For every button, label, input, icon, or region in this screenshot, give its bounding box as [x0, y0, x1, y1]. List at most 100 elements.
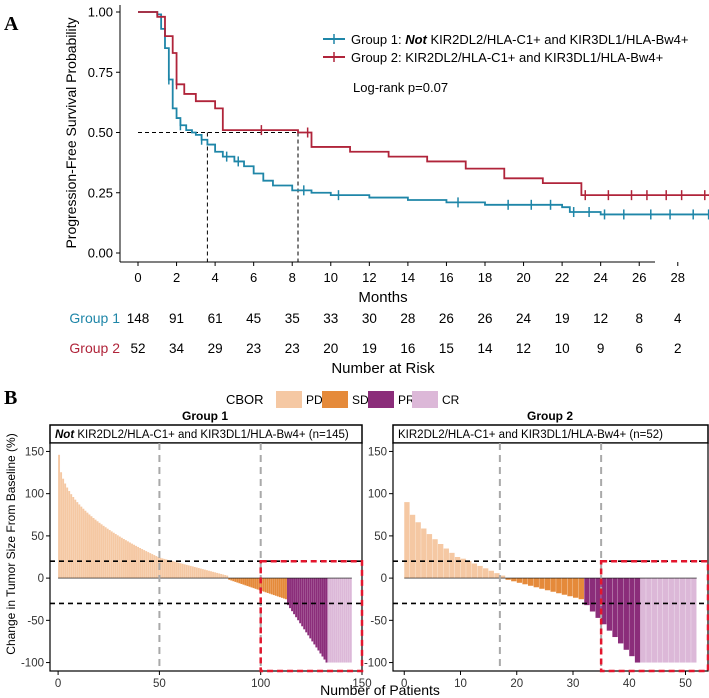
waterfall-bar: [601, 578, 607, 625]
waterfall-bar: [264, 578, 267, 593]
risk-value-group-2: 19: [362, 341, 377, 356]
panel-a-label: A: [4, 13, 19, 35]
waterfall-bar: [252, 578, 255, 589]
waterfall-bar: [612, 578, 618, 638]
waterfall-bar: [98, 522, 101, 579]
risk-value-group-2: 23: [285, 341, 300, 356]
waterfall-bar: [96, 521, 99, 579]
risk-value-group-1: 12: [593, 311, 608, 326]
waterfall-bar: [432, 539, 438, 579]
waterfall-bar: [443, 548, 449, 579]
risk-value-group-2: 52: [130, 341, 145, 356]
waterfall-bar: [511, 578, 517, 582]
risk-value-group-1: 26: [439, 311, 454, 326]
risk-value-group-1: 35: [285, 311, 300, 326]
waterfall-bar: [92, 517, 95, 579]
risk-table-title: Number at Risk: [331, 360, 435, 377]
risk-value-group-2: 6: [635, 341, 643, 356]
waterfall-bar: [58, 454, 61, 579]
waterfall-bar: [82, 508, 85, 579]
waterfall-bar: [60, 472, 63, 579]
waterfall-bar: [220, 573, 223, 579]
waterfall-bar: [114, 534, 117, 579]
waterfall-bar: [137, 546, 140, 579]
waterfall-bar: [90, 516, 93, 579]
waterfall-bar: [528, 578, 534, 586]
waterfall-bar: [341, 578, 344, 663]
km-y-tick-label: 0.75: [88, 65, 113, 80]
waterfall-bar: [640, 578, 646, 663]
waterfall-bar: [120, 537, 123, 579]
waterfall-bar: [94, 519, 97, 579]
waterfall-bar: [100, 524, 103, 579]
waterfall-bar: [250, 578, 253, 588]
waterfall-bar: [173, 561, 176, 579]
risk-value-group-1: 26: [477, 311, 492, 326]
waterfall-bar: [68, 491, 71, 579]
waterfall-bar: [629, 578, 635, 657]
waterfall-bar: [124, 540, 127, 579]
waterfall-legend-title: CBOR: [226, 392, 264, 407]
waterfall-bar: [141, 549, 144, 579]
waterfall-bar: [494, 573, 500, 579]
legend-swatch-pd: [276, 391, 302, 408]
waterfall-x-tick-label: 0: [401, 678, 407, 690]
waterfall-bar: [539, 578, 545, 589]
waterfall-bar: [623, 578, 629, 650]
waterfall-bar: [421, 528, 427, 579]
waterfall-bar: [88, 514, 91, 579]
waterfall-group-2: 150 100 50 0 -50 -100 0 10 20 30 40 50: [364, 442, 709, 690]
waterfall-bar: [409, 514, 416, 579]
waterfall-bar: [663, 578, 669, 663]
waterfall-bar: [118, 536, 121, 579]
waterfall-bar: [86, 512, 89, 579]
waterfall-bar: [129, 542, 131, 579]
risk-row-label-group-1: Group 1: [69, 310, 120, 326]
waterfall-bar: [143, 550, 146, 579]
km-plot: [138, 11, 709, 262]
waterfall-bar: [222, 574, 225, 579]
waterfall-bar: [295, 578, 298, 618]
waterfall-x-axis-label: Number of Patients: [320, 682, 440, 698]
waterfall-bar: [195, 567, 198, 579]
risk-value-group-2: 9: [597, 341, 605, 356]
waterfall-bar: [80, 506, 83, 579]
waterfall-bar: [533, 578, 539, 588]
waterfall-bar: [282, 578, 285, 599]
waterfall-bar: [505, 578, 511, 580]
waterfall-bar: [679, 578, 686, 663]
km-y-tick-label: 0.50: [88, 125, 113, 140]
waterfall-x-tick-label: 10: [454, 678, 467, 690]
waterfall-bar: [280, 578, 283, 598]
waterfall-bar: [674, 578, 680, 663]
waterfall-bar: [214, 572, 217, 579]
waterfall-bar: [165, 559, 168, 579]
legend-label-pr: PR: [398, 393, 415, 407]
legend-g1-emph: Not: [405, 32, 427, 47]
waterfall-group-1: 150 100 50 0 -50 -100 0 50 100 150: [21, 442, 372, 690]
waterfall-bar: [216, 572, 219, 579]
waterfall-bar: [147, 552, 150, 579]
waterfall-x-tick-label: 150: [352, 678, 371, 690]
waterfall-bar: [210, 571, 212, 579]
waterfall-bar: [307, 578, 310, 636]
risk-value-group-1: 61: [208, 311, 223, 326]
waterfall-bar: [240, 578, 243, 584]
waterfall-bar: [309, 578, 312, 639]
waterfall-bar: [595, 578, 601, 618]
waterfall-bar: [167, 559, 170, 579]
risk-value-group-2: 16: [400, 341, 415, 356]
legend-swatch-pr: [368, 391, 394, 408]
waterfall-bar: [329, 578, 332, 663]
km-x-tick-label: 8: [289, 270, 296, 285]
waterfall-bar: [573, 578, 579, 598]
risk-value-group-1: 8: [635, 311, 643, 326]
waterfall-bar: [317, 578, 320, 651]
waterfall-highlight-box: [599, 559, 709, 673]
waterfall-bar: [685, 578, 691, 663]
waterfall-bar: [331, 578, 334, 663]
waterfall-bar: [349, 578, 352, 663]
waterfall-bar: [256, 578, 259, 590]
waterfall-bar: [161, 558, 164, 579]
waterfall-bar: [254, 578, 257, 589]
